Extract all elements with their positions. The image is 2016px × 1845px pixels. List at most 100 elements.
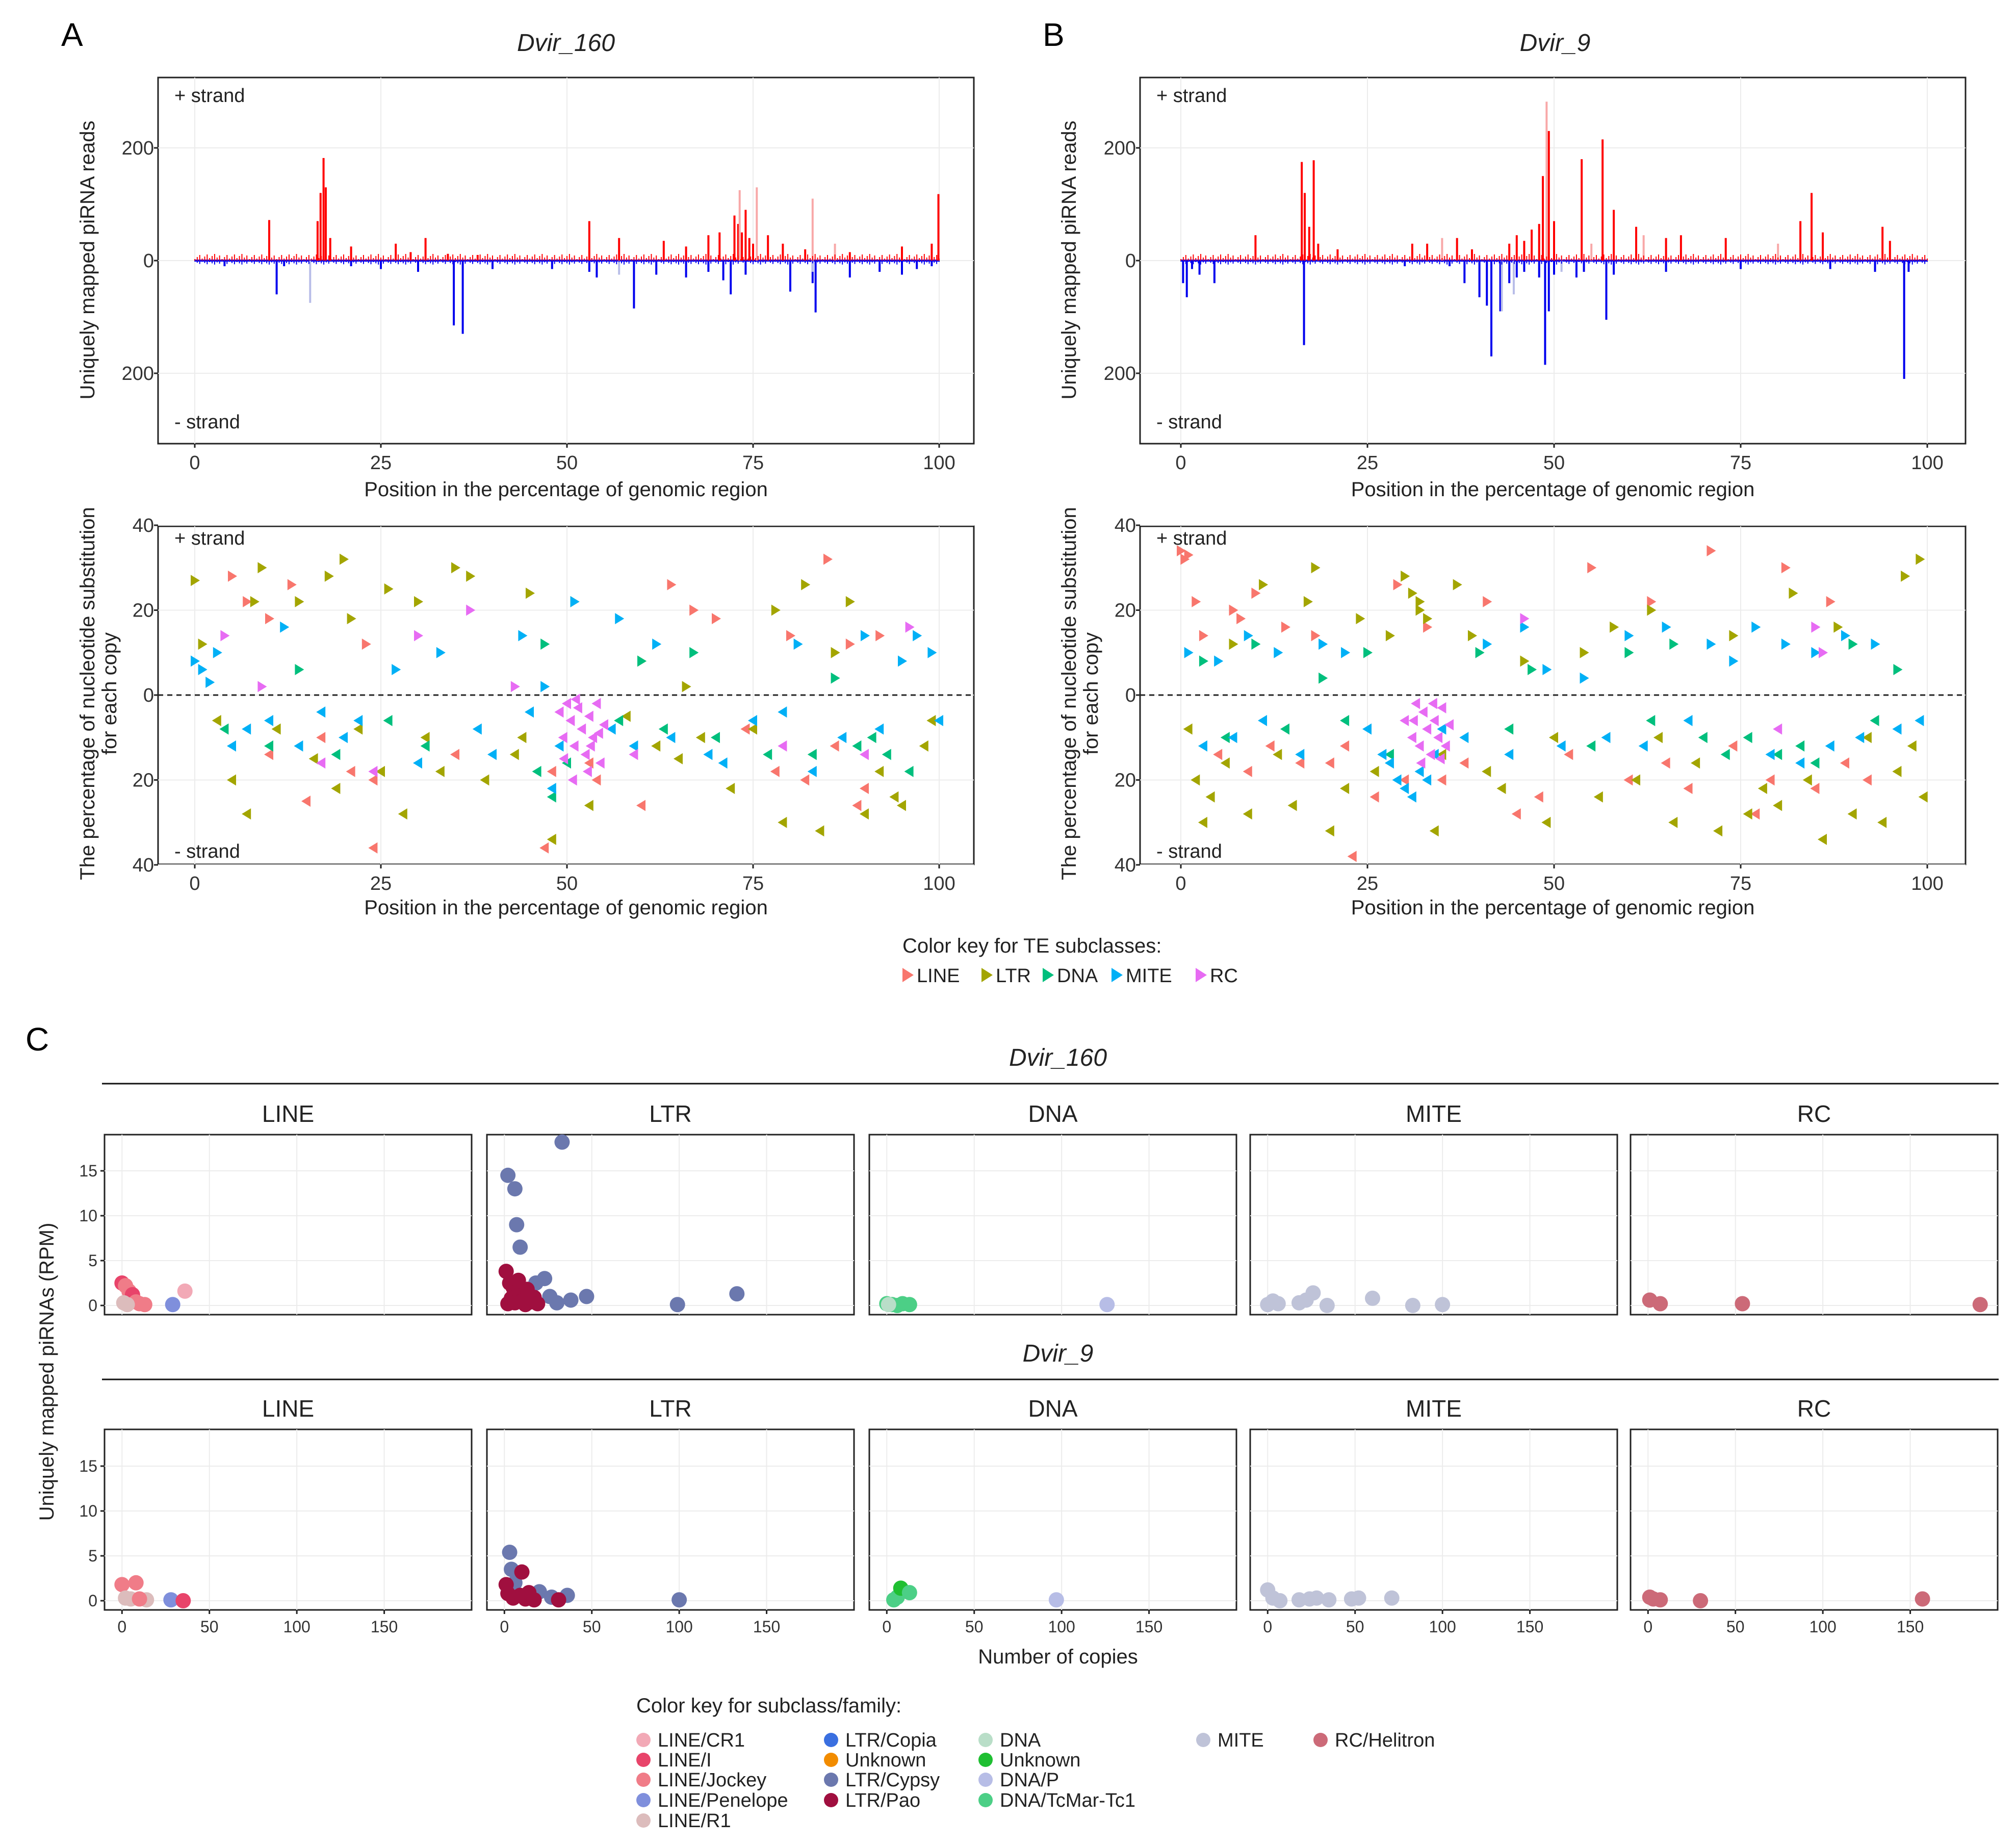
family-legend-label: LINE/Jockey	[658, 1770, 766, 1791]
panel-letter-B: B	[1043, 16, 1065, 53]
y-tick-label: 0	[1125, 685, 1136, 706]
family-legend-key	[636, 1773, 651, 1787]
facet-strip-label: LINE	[262, 1395, 314, 1422]
y-tick-label: 20	[1115, 600, 1136, 622]
copy-count-point	[1099, 1297, 1115, 1312]
facet-strip-label: MITE	[1406, 1395, 1462, 1422]
copy-count-point	[729, 1286, 744, 1301]
x-tick-label: 100	[1429, 1618, 1456, 1636]
family-legend-key	[978, 1753, 993, 1767]
copy-count-point	[128, 1575, 144, 1591]
te-legend-label: MITE	[1126, 965, 1172, 987]
x-tick-label: 25	[370, 452, 392, 474]
family-legend-label: MITE	[1218, 1730, 1264, 1751]
copy-count-point	[509, 1217, 524, 1233]
divergence-y-axis-label: The percentage of nucleotide substitutio…	[76, 507, 99, 880]
x-tick-label: 150	[1516, 1618, 1543, 1636]
family-legend-key	[636, 1753, 651, 1767]
x-tick-label: 100	[923, 873, 955, 894]
copy-count-point	[551, 1592, 566, 1607]
y-tick-label: 5	[88, 1251, 97, 1270]
divergence-y-axis-label: The percentage of nucleotide substitutio…	[1058, 507, 1080, 880]
family-legend-label: DNA/TcMar-Tc1	[1000, 1790, 1135, 1811]
y-tick-label: 40	[133, 515, 154, 536]
copy-count-point	[514, 1565, 530, 1580]
y-tick-label: 20	[1115, 770, 1136, 791]
panel-title-A: Dvir_160	[517, 30, 615, 57]
x-tick-label: 50	[583, 1618, 601, 1636]
te-legend-label: RC	[1210, 965, 1238, 987]
family-legend-label: LINE/Penelope	[658, 1790, 788, 1811]
plus-strand-label: + strand	[174, 528, 245, 549]
copy-count-point	[137, 1297, 152, 1312]
x-tick-label: 50	[1543, 873, 1565, 894]
family-legend-label: RC/Helitron	[1335, 1730, 1435, 1751]
x-tick-label: 25	[1357, 873, 1378, 894]
x-tick-label: 150	[371, 1618, 398, 1636]
copy-count-point	[1435, 1297, 1450, 1312]
copy-count-point	[1305, 1285, 1321, 1300]
y-tick-label: 10	[79, 1207, 97, 1225]
y-tick-label: 40	[1115, 515, 1136, 536]
family-legend-key	[824, 1753, 838, 1767]
family-legend-label: DNA/P	[1000, 1770, 1059, 1791]
copy-count-point	[881, 1297, 896, 1312]
panel-title-B: Dvir_9	[1520, 30, 1591, 57]
facet-strip-label: LTR	[649, 1395, 692, 1422]
x-tick-label: 25	[1357, 452, 1378, 474]
copy-count-point	[1735, 1296, 1750, 1311]
minus-strand-label: - strand	[174, 841, 240, 862]
copy-count-point	[511, 1273, 526, 1288]
te-legend-label: DNA	[1057, 965, 1098, 987]
copy-count-point	[530, 1296, 545, 1311]
copy-count-point	[1384, 1591, 1400, 1606]
x-tick-label: 50	[1726, 1618, 1745, 1636]
y-tick-label: 10	[79, 1502, 97, 1520]
facet-strip-label: RC	[1797, 1395, 1831, 1422]
minus-strand-label: - strand	[1156, 412, 1222, 433]
family-legend-key	[636, 1733, 651, 1747]
y-tick-label: 40	[133, 855, 154, 876]
facet-strip-label: LTR	[649, 1100, 692, 1127]
facet-row-title: Dvir_160	[1009, 1044, 1107, 1071]
y-tick-label: 200	[122, 138, 154, 159]
family-legend-key	[824, 1733, 838, 1747]
divergence-x-axis-label: Position in the percentage of genomic re…	[1351, 896, 1755, 919]
copy-count-point	[549, 1295, 564, 1311]
copy-count-point	[1365, 1291, 1380, 1306]
x-tick-label: 75	[742, 452, 764, 474]
y-tick-label: 0	[88, 1592, 97, 1610]
reads-y-axis-label: Uniquely mapped piRNA reads	[1058, 121, 1080, 400]
divergence-y-axis-label-2: for each copy	[98, 632, 121, 755]
y-tick-label: 200	[122, 363, 154, 385]
copy-count-point	[500, 1168, 515, 1183]
copies-x-axis-label: Number of copies	[978, 1646, 1138, 1668]
family-legend-key	[1196, 1733, 1210, 1747]
x-tick-label: 0	[189, 452, 200, 474]
family-legend-label: LTR/Copia	[845, 1730, 937, 1751]
family-legend-label: LTR/Pao	[845, 1790, 920, 1811]
y-tick-label: 200	[1104, 363, 1136, 385]
copy-count-point	[1405, 1298, 1420, 1313]
x-tick-label: 0	[117, 1618, 126, 1636]
x-tick-label: 0	[189, 873, 200, 894]
plus-strand-label: + strand	[1156, 85, 1227, 107]
x-tick-label: 0	[1643, 1618, 1652, 1636]
copy-count-point	[902, 1585, 917, 1600]
family-legend-label: Unknown	[845, 1750, 926, 1771]
te-legend-title: Color key for TE subclasses:	[902, 935, 1161, 957]
facet-strip-label: RC	[1797, 1100, 1831, 1127]
copy-count-point	[1321, 1592, 1336, 1607]
y-tick-label: 0	[143, 250, 154, 272]
family-legend-key	[824, 1773, 838, 1787]
copy-count-point	[1351, 1591, 1366, 1606]
family-legend-key	[978, 1733, 993, 1747]
y-tick-label: 200	[1104, 138, 1136, 159]
family-legend-key	[978, 1773, 993, 1787]
facet-strip-label: DNA	[1028, 1100, 1077, 1127]
copy-count-point	[1973, 1297, 1988, 1312]
copy-count-point	[502, 1545, 518, 1560]
copy-count-point	[671, 1592, 687, 1607]
x-tick-label: 0	[1175, 873, 1186, 894]
copy-count-point	[1049, 1592, 1064, 1607]
